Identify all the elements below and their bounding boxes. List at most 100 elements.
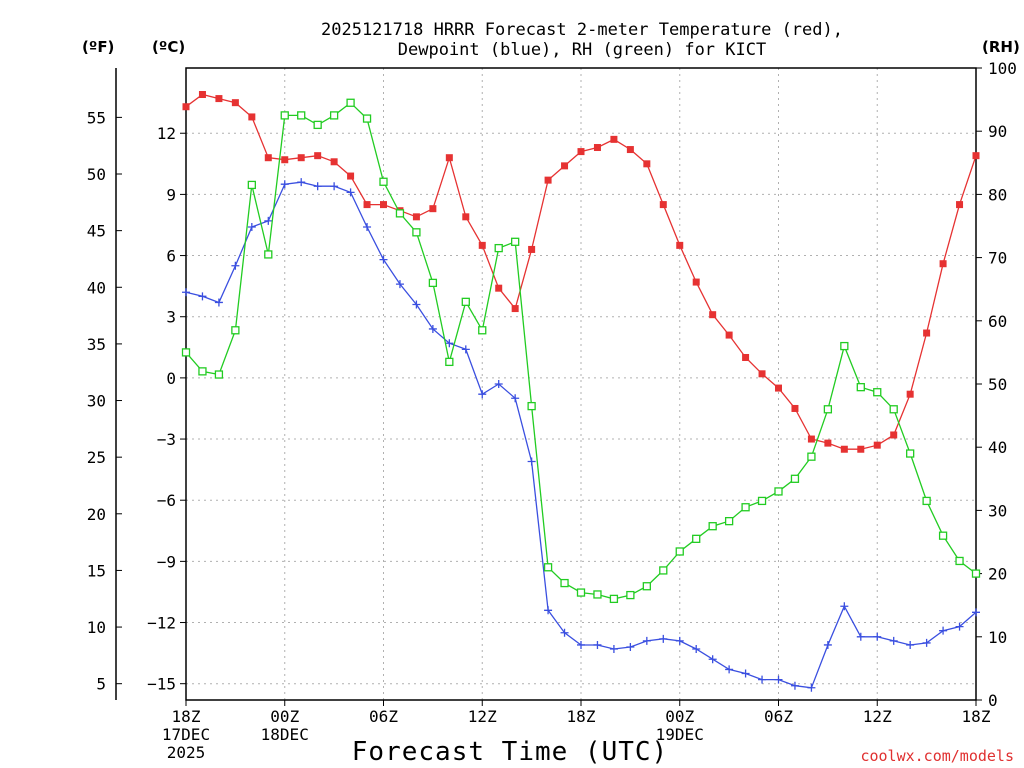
dewpoint-point <box>379 255 388 264</box>
temperature-point <box>626 146 634 154</box>
rh-point <box>560 578 569 588</box>
temperature-point <box>528 245 536 253</box>
x-tick-label: 18Z <box>172 707 201 726</box>
dewpoint-point <box>708 655 717 664</box>
dewpoint-point <box>511 394 520 403</box>
temperature-point <box>462 213 470 221</box>
rh-point <box>741 503 750 512</box>
dewpoint-point <box>609 645 618 654</box>
celsius-tick-label: −15 <box>147 675 176 694</box>
dewpoint-point <box>972 608 980 617</box>
temperature-point <box>593 144 601 152</box>
temperature-point <box>264 154 272 162</box>
rh-point <box>231 326 240 335</box>
series-rh <box>181 98 981 604</box>
dewpoint-point <box>741 669 750 678</box>
rh-point <box>757 496 767 506</box>
celsius-tick-label: −12 <box>147 614 176 633</box>
rh-point <box>461 297 470 306</box>
rh-point <box>576 588 586 597</box>
rh-point <box>724 516 734 526</box>
temperature-point <box>857 445 865 453</box>
temperature-point <box>198 91 206 99</box>
x-axis-title: Forecast Time (UTC) <box>352 737 668 767</box>
temperature-point <box>775 384 782 392</box>
fahrenheit-tick-label: 10 <box>87 618 106 637</box>
temperature-point <box>840 445 848 453</box>
temperature-point <box>544 176 552 184</box>
rh-point <box>494 243 503 253</box>
rh-point <box>889 405 898 414</box>
temperature-point <box>610 135 618 143</box>
dewpoint-point <box>182 288 190 297</box>
dewpoint-point <box>231 261 240 270</box>
temperature-point <box>281 156 289 164</box>
dewpoint-point <box>906 640 915 649</box>
rh-point <box>955 556 964 566</box>
rh-point <box>642 582 651 591</box>
dewpoint-point <box>840 602 849 611</box>
rh-point <box>906 449 915 458</box>
fahrenheit-tick-label: 35 <box>87 335 106 354</box>
fahrenheit-tick-label: 5 <box>96 675 106 694</box>
dewpoint-point <box>214 298 223 307</box>
rh-point <box>445 357 454 367</box>
plot-frame <box>185 67 977 701</box>
chart-title-line-1: 2025121718 HRRR Forecast 2-meter Tempera… <box>321 20 843 40</box>
temperature-point <box>495 284 503 292</box>
temperature-point <box>906 390 914 398</box>
rh-tick-label: 30 <box>988 501 1007 520</box>
rh-point <box>395 209 405 218</box>
celsius-tick-label: −9 <box>157 552 176 571</box>
temperature-point <box>676 241 684 249</box>
fahrenheit-tick-label: 15 <box>87 561 106 580</box>
fahrenheit-tick-label: 40 <box>87 278 106 297</box>
fahrenheit-unit-label: (ºF) <box>82 38 114 56</box>
temperature-point <box>412 213 420 221</box>
celsius-tick-label: 3 <box>166 308 176 327</box>
temperature-point <box>890 431 898 439</box>
dewpoint-point <box>577 640 585 649</box>
dewpoint-point <box>363 223 372 232</box>
series-temperature <box>182 91 980 453</box>
dewpoint-point <box>790 681 799 690</box>
temperature-point <box>577 148 585 156</box>
temperature-point <box>692 278 700 286</box>
dewpoint-point <box>264 216 273 225</box>
x-tick-label: 18DEC <box>261 725 309 744</box>
rh-point <box>329 111 339 120</box>
dewpoint-point <box>544 606 553 615</box>
temperature-point <box>380 201 387 209</box>
rh-point <box>511 237 520 246</box>
rh-point <box>428 278 438 288</box>
rh-point <box>675 547 684 556</box>
temperature-point <box>231 99 239 107</box>
rh-point <box>362 114 372 123</box>
dewpoint-point <box>395 280 404 289</box>
rh-point <box>609 594 619 604</box>
temperature-point <box>742 353 750 361</box>
rh-point <box>593 590 602 599</box>
dewpoint-point <box>626 642 635 651</box>
dewpoint-point <box>412 300 421 309</box>
rh-point <box>247 180 256 190</box>
dewpoint-point <box>428 324 437 333</box>
rh-point <box>379 177 388 186</box>
rh-point <box>708 522 717 531</box>
rh-point <box>823 405 833 414</box>
celsius-tick-label: 12 <box>157 124 176 143</box>
dewpoint-point <box>527 457 536 466</box>
rh-point <box>840 341 849 351</box>
rh-point <box>264 250 273 259</box>
rh-tick-label: 60 <box>988 312 1007 331</box>
rh-point <box>626 590 635 600</box>
dewpoint-point <box>675 636 684 645</box>
rh-point <box>313 120 322 130</box>
temperature-point <box>956 201 964 209</box>
fahrenheit-tick-label: 45 <box>87 222 106 241</box>
temperature-point <box>330 158 338 166</box>
temperature-point <box>429 205 437 213</box>
temperature-point <box>791 404 799 412</box>
dewpoint-point <box>198 292 207 301</box>
